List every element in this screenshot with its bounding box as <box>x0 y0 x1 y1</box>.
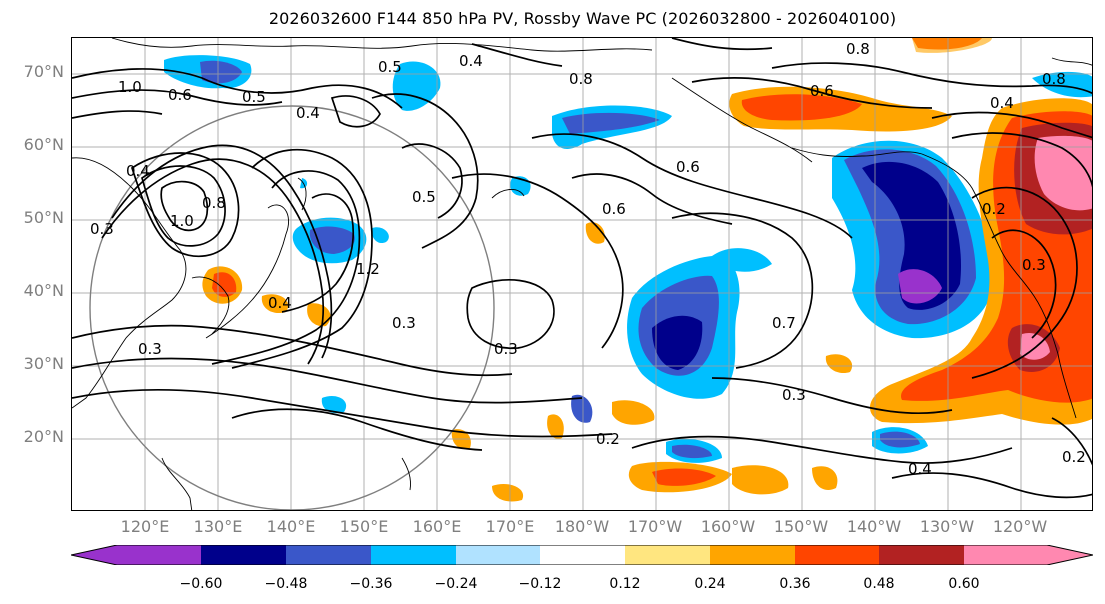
contour-label: 0.5 <box>242 88 266 106</box>
contour-label: 0.3 <box>782 386 806 404</box>
colorbar-tick: 0.12 <box>609 576 641 592</box>
lon-label: 130°W <box>919 517 975 536</box>
contour-label: 0.8 <box>1042 70 1066 88</box>
colorbar-tick: 0.24 <box>694 576 726 592</box>
contour-label: 0.3 <box>90 220 114 238</box>
lat-label: 30°N <box>23 354 64 373</box>
colorbar-segment <box>795 545 879 565</box>
pv-contours <box>72 38 1092 499</box>
contour-label: 0.4 <box>908 460 932 478</box>
contour-label: 0.6 <box>602 200 626 218</box>
colorbar-tick: 0.60 <box>948 576 980 592</box>
contour-label: 0.6 <box>676 158 700 176</box>
contour-label: 0.2 <box>982 200 1006 218</box>
colorbar-segment <box>540 545 625 565</box>
colorbar-tick: −0.60 <box>179 576 223 592</box>
contour-label: 0.5 <box>412 188 436 206</box>
contour-label: 0.8 <box>569 70 593 88</box>
contour-label: 0.7 <box>772 314 796 332</box>
reference-circle <box>89 105 495 510</box>
colorbar-tick: 0.36 <box>779 576 811 592</box>
contour-label: 0.4 <box>990 94 1014 112</box>
contour-label: 1.0 <box>170 212 194 230</box>
lon-label: 180°W <box>554 517 610 536</box>
colorbar-segment <box>201 545 286 565</box>
lon-label: 120°E <box>120 517 170 536</box>
lon-label: 160°W <box>700 517 756 536</box>
colorbar-tick: 0.48 <box>863 576 895 592</box>
map-panel: 0.8 0.4 0.8 1.0 0.5 0.6 0.5 0.4 0.8 0.6 … <box>71 37 1093 511</box>
colorbar-segment <box>371 545 456 565</box>
coastlines <box>72 38 1092 510</box>
contour-label: 0.6 <box>810 82 834 100</box>
lat-label: 60°N <box>23 135 64 154</box>
colorbar-segment <box>286 545 371 565</box>
contour-label: 0.3 <box>1022 256 1046 274</box>
lon-label: 140°W <box>846 517 902 536</box>
colorbar-segment <box>710 545 795 565</box>
contour-label: 0.4 <box>459 52 483 70</box>
contour-label: 0.3 <box>138 340 162 358</box>
colorbar-tick: −0.36 <box>349 576 393 592</box>
shading-layer <box>164 38 1092 502</box>
colorbar-segment <box>456 545 540 565</box>
map-canvas: 0.8 0.4 0.8 1.0 0.5 0.6 0.5 0.4 0.8 0.6 … <box>72 38 1092 510</box>
contour-label: 1.2 <box>356 260 380 278</box>
contour-label: 1.0 <box>118 78 142 96</box>
lon-label: 170°E <box>485 517 535 536</box>
contour-label: 0.4 <box>268 294 292 312</box>
colorbar-segment <box>625 545 710 565</box>
contour-label: 0.3 <box>494 340 518 358</box>
lon-label: 170°W <box>627 517 683 536</box>
contour-label: 0.5 <box>378 58 402 76</box>
contour-label: 0.3 <box>392 314 416 332</box>
contour-labels: 0.8 0.4 0.8 1.0 0.5 0.6 0.5 0.4 0.8 0.6 … <box>90 40 1086 478</box>
colorbar <box>71 545 1093 565</box>
lon-label: 150°W <box>773 517 829 536</box>
colorbar-segment <box>71 545 201 565</box>
colorbar-tick: −0.48 <box>264 576 308 592</box>
colorbar-segment <box>964 545 1093 565</box>
contour-label: 0.4 <box>296 104 320 122</box>
colorbar-tick: −0.12 <box>518 576 562 592</box>
contour-label: 0.8 <box>846 40 870 58</box>
colorbar-segment <box>879 545 964 565</box>
colorbar-tick: −0.24 <box>434 576 478 592</box>
lon-label: 120°W <box>992 517 1048 536</box>
contour-label: 0.2 <box>596 430 620 448</box>
lat-label: 70°N <box>23 62 64 81</box>
contour-label: 0.8 <box>202 194 226 212</box>
lat-label: 50°N <box>23 208 64 227</box>
contour-label: 0.6 <box>168 86 192 104</box>
lon-label: 160°E <box>412 517 462 536</box>
lat-label: 40°N <box>23 281 64 300</box>
contour-label: 0.2 <box>1062 448 1086 466</box>
lat-label: 20°N <box>23 427 64 446</box>
lon-label: 140°E <box>266 517 316 536</box>
map-title: 2026032600 F144 850 hPa PV, Rossby Wave … <box>268 9 897 28</box>
contour-label: 0.4 <box>126 162 150 180</box>
lon-label: 130°E <box>193 517 243 536</box>
lon-label: 150°E <box>339 517 389 536</box>
